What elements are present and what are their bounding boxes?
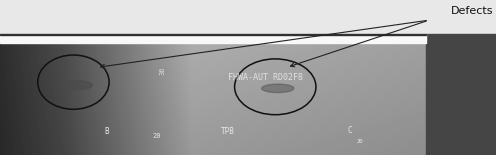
Text: 36: 36 xyxy=(160,66,166,75)
Text: TPB: TPB xyxy=(221,127,235,136)
Bar xyxy=(0,0,496,34)
Bar xyxy=(0,34,426,35)
Ellipse shape xyxy=(262,84,294,93)
Text: FHWA-AUT RD02F8: FHWA-AUT RD02F8 xyxy=(228,73,303,82)
Text: 20: 20 xyxy=(152,133,161,139)
Bar xyxy=(0,34,426,43)
Text: C: C xyxy=(347,126,352,135)
Text: B: B xyxy=(104,127,109,136)
Ellipse shape xyxy=(62,81,92,90)
Bar xyxy=(426,34,496,155)
Text: 20: 20 xyxy=(356,139,363,144)
Text: Defects: Defects xyxy=(451,6,494,16)
